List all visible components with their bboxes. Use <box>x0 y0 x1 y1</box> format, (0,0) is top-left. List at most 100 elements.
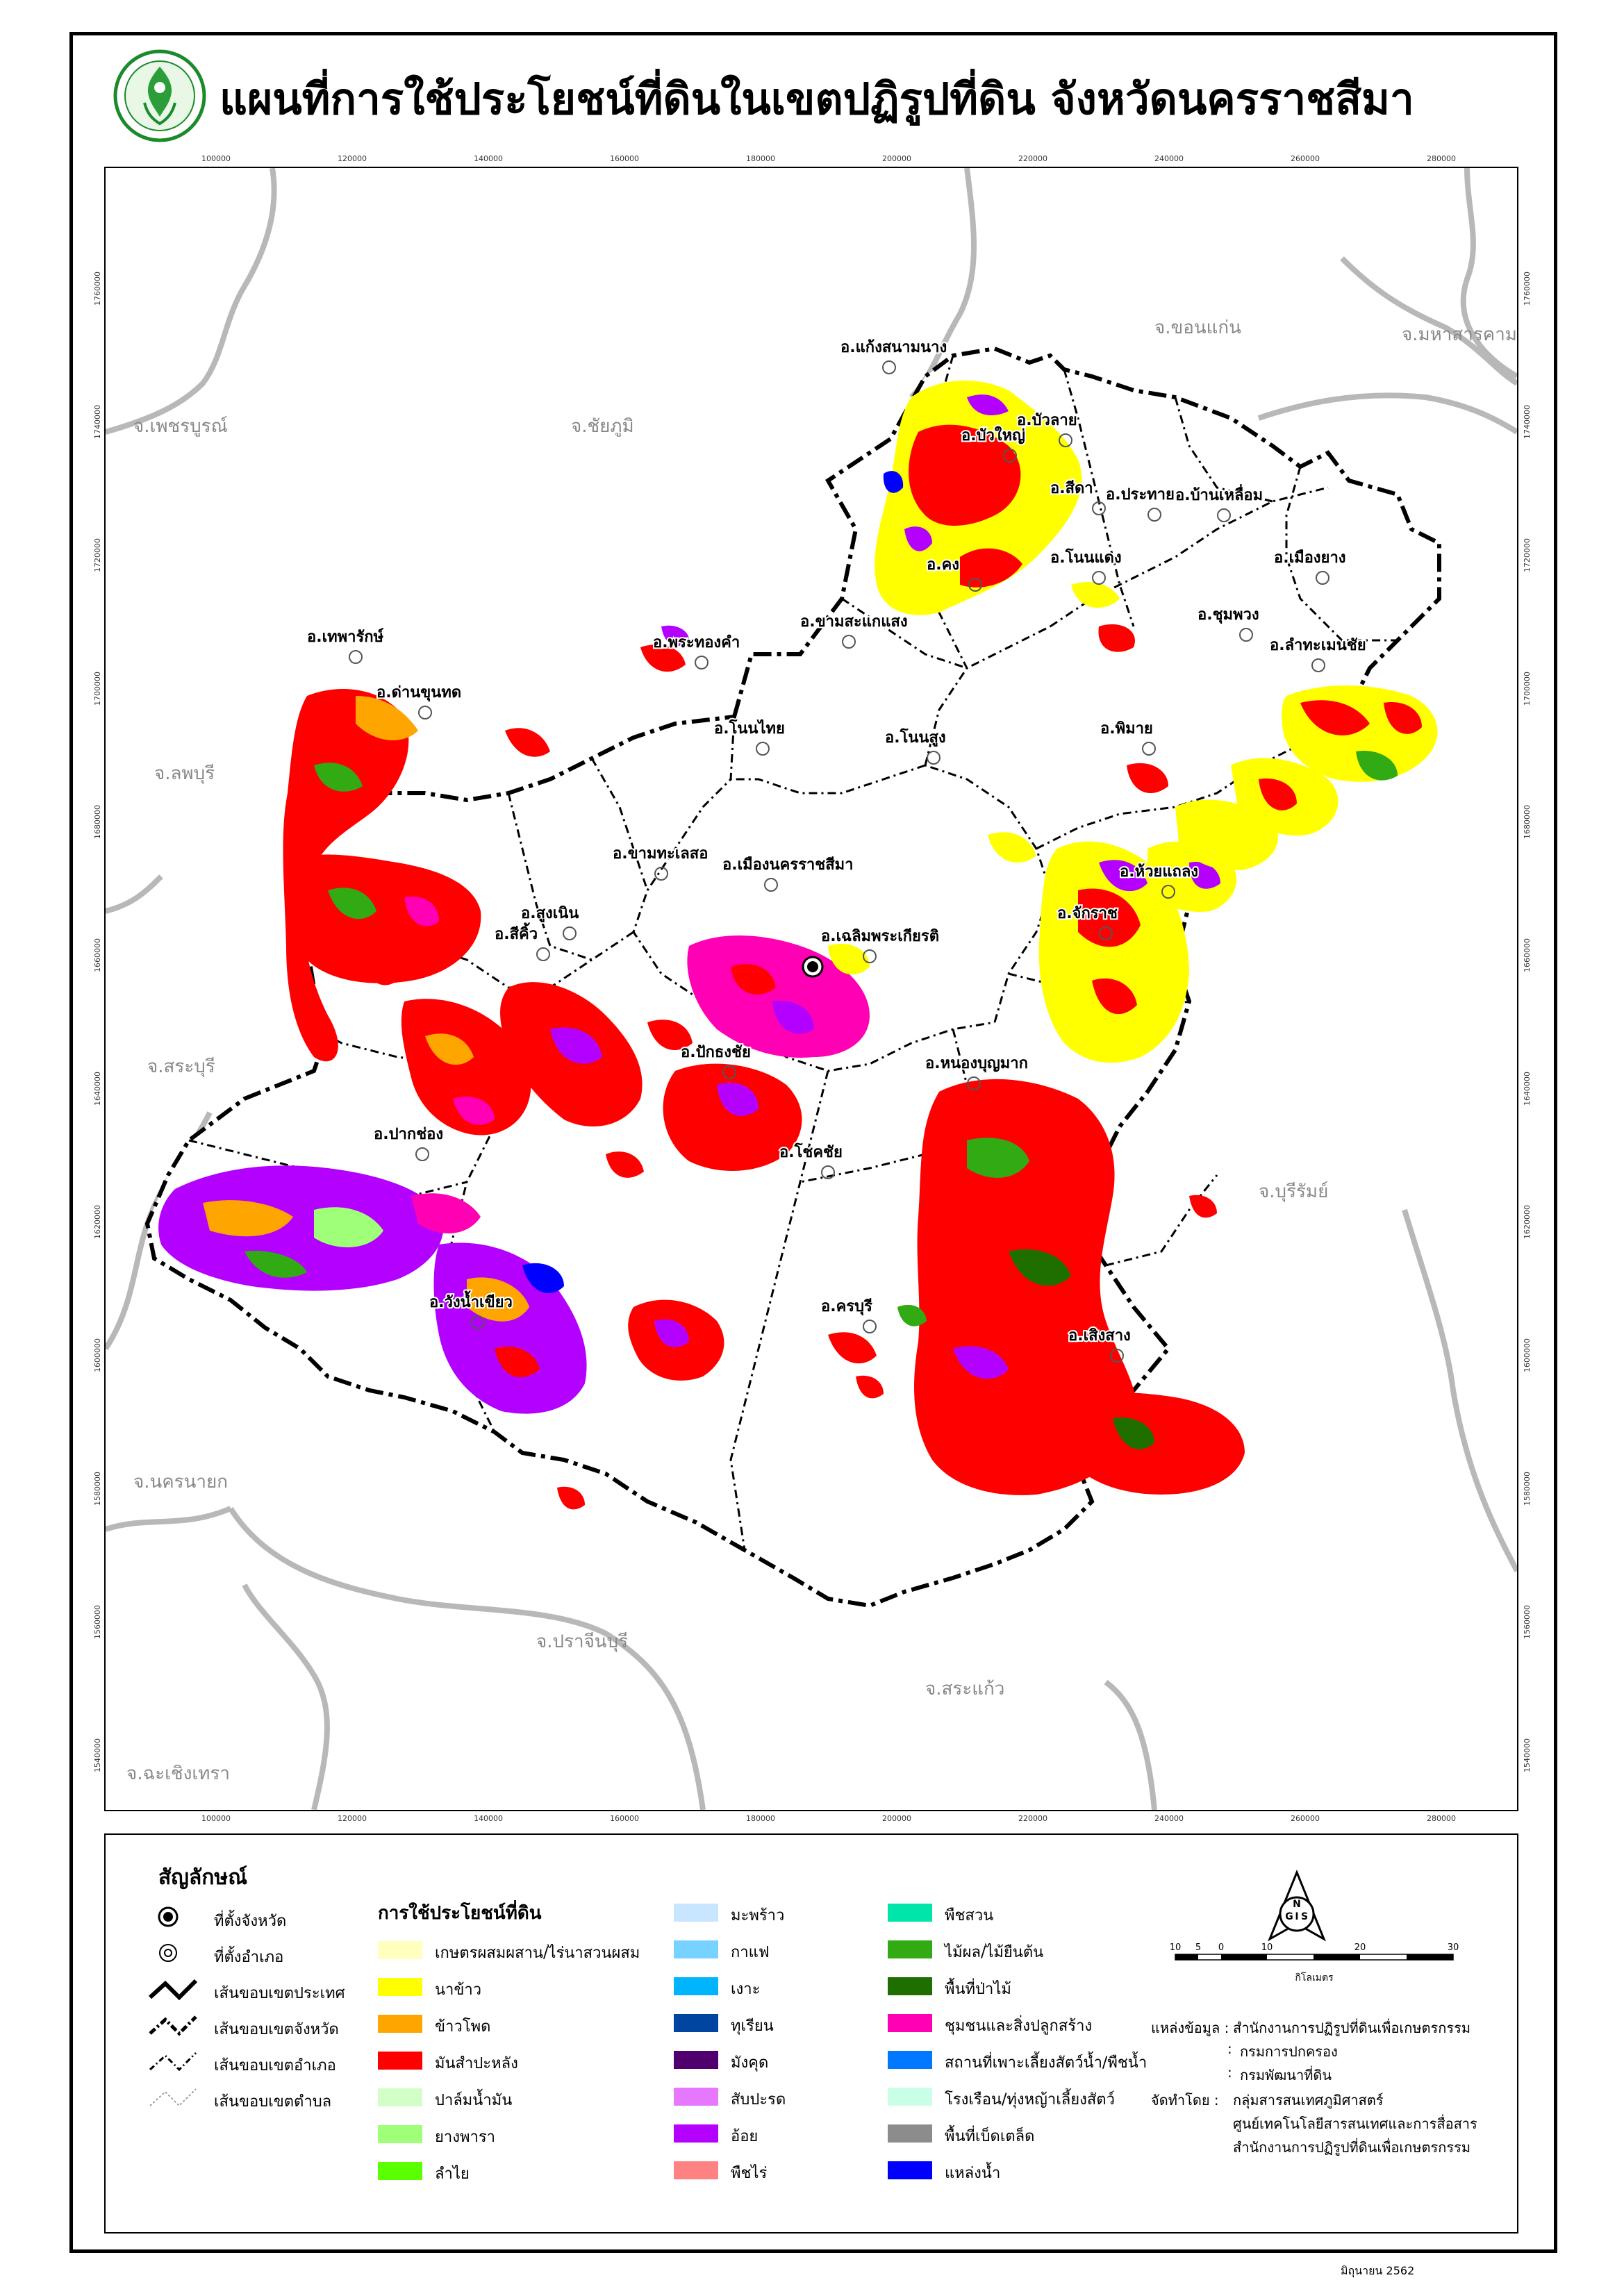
subdistrict-boundary-icon <box>149 2088 197 2107</box>
landuse-color-swatch <box>888 2088 932 2106</box>
district-seat-marker <box>882 360 896 374</box>
landuse-color-swatch <box>378 2162 422 2180</box>
landuse-label: มันสำปะหลัง <box>435 2055 518 2072</box>
landuse-color-swatch <box>888 1904 932 1922</box>
landuse-legend-title: การใช้ประโยชน์ที่ดิน <box>378 1903 542 1924</box>
scale-tick-label: 30 <box>1448 1943 1459 1953</box>
coordinate-tick-label: 1700000 <box>1523 672 1532 706</box>
landuse-legend-item: ยางพารา <box>378 2123 642 2146</box>
legend-label: เส้นขอบเขตประเทศ <box>214 1985 345 2002</box>
scale-tick-label: 10 <box>1170 1943 1182 1953</box>
legend-row-subdistrict-boundary: เส้นขอบเขตตำบล <box>147 2085 439 2113</box>
district-seat-marker <box>1217 508 1231 522</box>
page-frame <box>69 32 1557 2253</box>
landuse-color-swatch <box>674 2014 718 2032</box>
landuse-legend-item: แหล่งน้ำ <box>888 2159 1152 2182</box>
landuse-color-swatch <box>888 2161 932 2179</box>
province-boundary-icon <box>149 2015 197 2036</box>
landuse-label: กาแฟ <box>731 1944 770 1961</box>
district-label: อ.เสิงสาง <box>1068 1327 1131 1345</box>
district-seat-marker <box>821 1165 835 1179</box>
landuse-label: ชุมชนและสิ่งปลูกสร้าง <box>945 2018 1093 2035</box>
district-label: อ.บ้านเหลื่อม <box>1175 483 1263 504</box>
coordinate-tick-label: 120000 <box>338 1814 367 1823</box>
landuse-label: พื้นที่เบ็ดเตล็ด <box>945 2128 1035 2145</box>
district-seat-marker <box>968 578 982 592</box>
coordinate-tick-label: 1540000 <box>1523 1738 1532 1772</box>
landuse-color-swatch <box>378 2125 422 2143</box>
coordinate-tick-label: 280000 <box>1427 154 1456 163</box>
landuse-label: ยางพารา <box>435 2129 496 2146</box>
district-seat-marker <box>471 1315 485 1329</box>
landuse-label: มะพร้าว <box>731 1907 785 1924</box>
district-seat-marker <box>1092 571 1106 585</box>
landuse-legend-item: พื้นที่ป่าไม้ <box>888 1975 1152 1998</box>
landuse-legend-item: ชุมชนและสิ่งปลูกสร้าง <box>888 2012 1152 2035</box>
district-seat-marker <box>695 656 709 669</box>
district-label: อ.พิมาย <box>1100 720 1153 738</box>
district-label: อ.โนนสูง <box>885 728 946 747</box>
coordinate-tick-label: 1560000 <box>1523 1605 1532 1639</box>
district-label: อ.เมืองนครราชสีมา <box>722 856 854 874</box>
legend-row-country-boundary: เส้นขอบเขตประเทศ <box>147 1977 439 2004</box>
landuse-legend-item: เกษตรผสมผสาน/ไร่นาสวนผสม <box>378 1939 642 1962</box>
landuse-legend-item: กาแฟ <box>674 1938 938 1961</box>
landuse-color-swatch <box>888 2014 932 2032</box>
coordinate-tick-label: 1760000 <box>1523 272 1532 306</box>
coordinate-tick-label: 260000 <box>1291 1814 1320 1823</box>
alro-seal-logo <box>113 49 206 142</box>
landuse-legend-item: สถานที่เพาะเลี้ยงสัตว์น้ำ/พืชน้ำ <box>888 2049 1152 2072</box>
landuse-legend-item: สับปะรด <box>674 2086 938 2108</box>
coordinate-tick-label: 1660000 <box>1523 938 1532 972</box>
district-label: อ.บัวลาย <box>1017 412 1077 429</box>
district-seat-marker <box>563 926 577 940</box>
landuse-label: ข้าวโพด <box>435 2018 491 2036</box>
province-label: จ.สระบุรี <box>147 1056 215 1077</box>
made-by-line: กลุ่มสารสนเทศภูมิศาสตร์ <box>1233 2092 1384 2108</box>
coordinate-tick-label: 100000 <box>201 154 231 163</box>
landuse-legend-item: อ้อย <box>674 2122 938 2145</box>
district-label: อ.เมืองยาง <box>1274 549 1346 567</box>
legend-label: เส้นขอบเขตอำเภอ <box>214 2057 336 2074</box>
district-seat-marker <box>1311 658 1325 672</box>
coordinate-tick-label: 1620000 <box>93 1205 102 1239</box>
district-label: อ.โชคชัย <box>779 1142 843 1161</box>
source-credits: แหล่งข้อมูล : สำนักงานการปฏิรูปที่ดินเพื… <box>1151 2017 1512 2197</box>
legend-row-district-boundary: เส้นขอบเขตอำเภอ <box>147 2049 439 2077</box>
legend-title: สัญลักษณ์ <box>158 1865 248 1890</box>
district-seat-marker <box>927 751 941 765</box>
coordinate-tick-label: 1760000 <box>93 272 102 306</box>
coordinate-tick-label: 140000 <box>474 154 503 163</box>
district-seat-marker <box>1110 1349 1124 1363</box>
scale-tick-label: 10 <box>1261 1943 1273 1953</box>
landuse-label: พืชไร่ <box>731 2165 768 2182</box>
province-seat-marker <box>802 956 824 978</box>
district-seat-marker <box>1239 628 1253 642</box>
landuse-color-swatch <box>378 1978 422 1996</box>
landuse-legend-item: นาข้าว <box>378 1976 642 1999</box>
landuse-color-swatch <box>674 1940 718 1958</box>
district-label: อ.ครบุรี <box>821 1298 872 1316</box>
coordinate-tick-label: 160000 <box>610 154 639 163</box>
district-seat-marker <box>1059 433 1072 447</box>
coordinate-tick-label: 280000 <box>1427 1814 1456 1823</box>
landuse-color-swatch <box>674 1977 718 1995</box>
coordinate-tick-label: 180000 <box>746 154 775 163</box>
province-label: จ.ลพบุรี <box>154 763 215 784</box>
source-line: สำนักงานการปฏิรูปที่ดินเพื่อเกษตรกรรม <box>1233 2020 1471 2036</box>
scale-unit-label: กิโลเมตร <box>1295 1972 1334 1983</box>
district-label: อ.โนนแดง <box>1050 548 1122 567</box>
landuse-color-swatch <box>378 2015 422 2033</box>
legend-label: เส้นขอบเขตตำบล <box>214 2093 332 2111</box>
landuse-color-swatch <box>378 2088 422 2106</box>
map-frame: อ.แก้งสนามนาง อ.บัวลาย อ.บัวใหญ่ อ.สีดา อ.ปร… <box>104 167 1518 1811</box>
coordinate-tick-label: 1580000 <box>93 1472 102 1506</box>
landuse-color-swatch <box>888 1940 932 1958</box>
landuse-legend-item: พืชสวน <box>888 1902 1152 1924</box>
district-seat-marker <box>756 742 770 756</box>
landuse-color-swatch <box>674 2051 718 2069</box>
scale-tick-label: 20 <box>1354 1943 1366 1953</box>
coordinate-tick-label: 160000 <box>610 1814 639 1823</box>
coordinate-tick-label: 1640000 <box>1523 1072 1532 1106</box>
